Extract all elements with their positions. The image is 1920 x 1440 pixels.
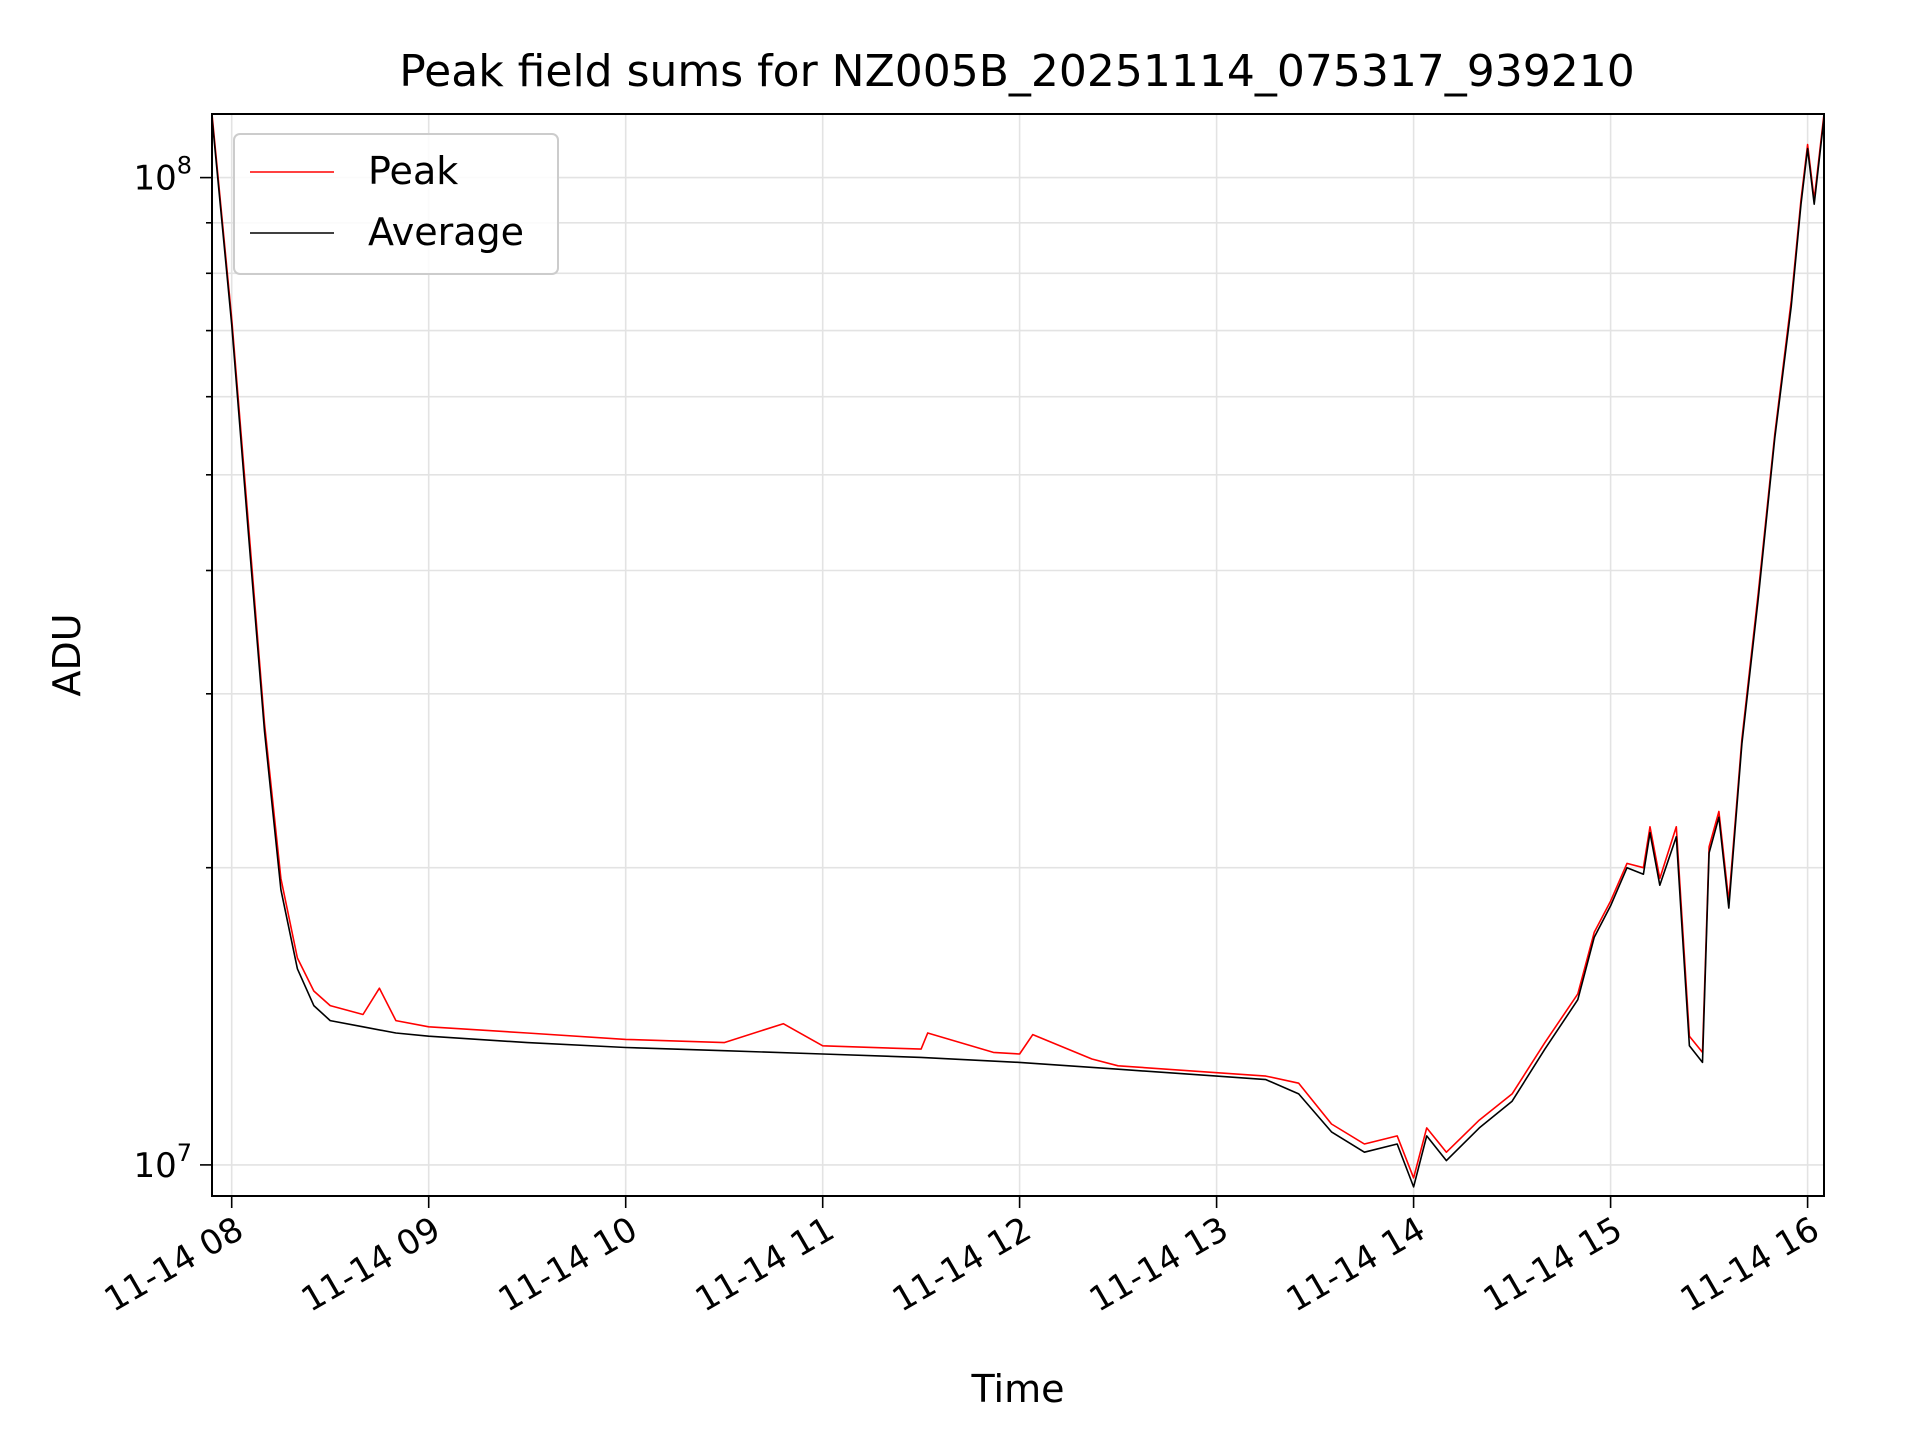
- y-axis-label: ADU: [45, 613, 89, 696]
- legend-label-average: Average: [368, 210, 524, 254]
- series-line-average: [212, 117, 1824, 1188]
- x-tick-label: 11-14 11: [689, 1209, 841, 1320]
- series-layer: [212, 114, 1824, 1188]
- x-tick-label: 11-14 10: [492, 1209, 644, 1320]
- grid: [212, 114, 1824, 1196]
- plot-frame: [211, 113, 1825, 1197]
- x-tick-label: 11-14 09: [295, 1209, 447, 1320]
- x-tick-label: 11-14 08: [98, 1209, 250, 1320]
- x-axis-label: Time: [971, 1367, 1065, 1411]
- ticks: 107 108 11-14 08 11-14 09 11-14 10 11-14 11 11…: [98, 152, 1826, 1321]
- legend-label-peak: Peak: [368, 149, 458, 193]
- x-tick-label: 11-14 13: [1083, 1209, 1235, 1320]
- x-tick-label: 11-14 16: [1674, 1209, 1826, 1320]
- y-tick-label: 107: [133, 1139, 192, 1186]
- x-tick-label: 11-14 12: [886, 1209, 1038, 1320]
- y-tick-label: 108: [133, 152, 192, 199]
- x-tick-label: 11-14 14: [1280, 1209, 1432, 1320]
- legend-box: [233, 133, 559, 275]
- legend: Peak Average: [233, 133, 559, 275]
- series-line-peak: [212, 114, 1824, 1179]
- chart-title: Peak field sums for NZ005B_20251114_0753…: [399, 46, 1635, 97]
- x-tick-label: 11-14 15: [1477, 1209, 1629, 1320]
